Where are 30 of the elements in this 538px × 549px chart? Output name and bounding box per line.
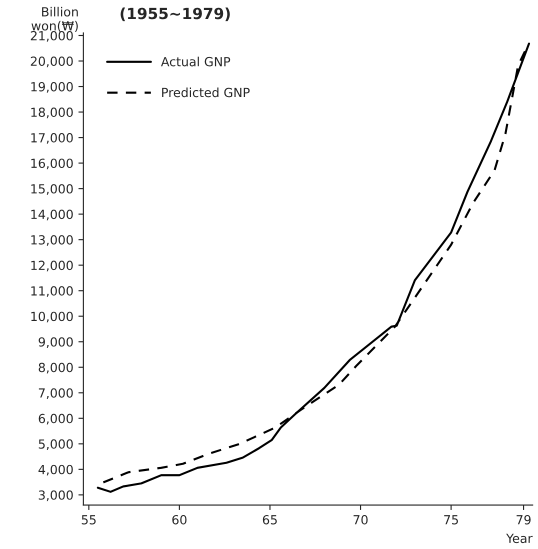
y-tick-label: 3,000 [38, 490, 73, 502]
y-tick-label: 21,000 [30, 30, 73, 42]
x-tick-label: 70 [354, 515, 368, 524]
y-tick-label: 8,000 [38, 362, 73, 374]
y-tick-label: 17,000 [31, 133, 73, 144]
y-tick-label: 4,000 [38, 464, 73, 476]
x-tick-label: 75 [444, 515, 458, 524]
y-tick-label: 9,000 [38, 337, 73, 348]
y-tick-label: 19,000 [31, 82, 73, 93]
y-tick-label: 5,000 [38, 439, 73, 450]
x-axis-title: Year [506, 534, 533, 544]
y-tick-label: 12,000 [31, 260, 73, 272]
x-tick-label: 65 [262, 515, 277, 524]
legend-label: Actual GNP [160, 56, 230, 66]
y-tick-label: 6,000 [38, 414, 73, 425]
y-tick-label: 15,000 [31, 184, 73, 195]
x-tick-label: 60 [172, 515, 187, 524]
y-tick-label: 11,000 [31, 286, 73, 297]
x-tick-label: 79 [516, 515, 531, 524]
y-axis-title: Billion won(₩) [32, 6, 78, 32]
y-tick-label: 7,000 [38, 388, 73, 399]
y-tick-label: 10,000 [31, 312, 73, 322]
legend-label: Predicted GNP [162, 88, 250, 98]
y-tick-label: 20,000 [30, 56, 73, 68]
y-tick-label: 13,000 [31, 235, 73, 246]
y-tick-label: 14,000 [31, 210, 73, 220]
y-tick-label: 16,000 [31, 158, 73, 170]
x-tick-label: 55 [82, 515, 96, 524]
y-tick-label: 18,000 [31, 108, 73, 118]
chart-title: (1955~1979) [120, 7, 230, 22]
